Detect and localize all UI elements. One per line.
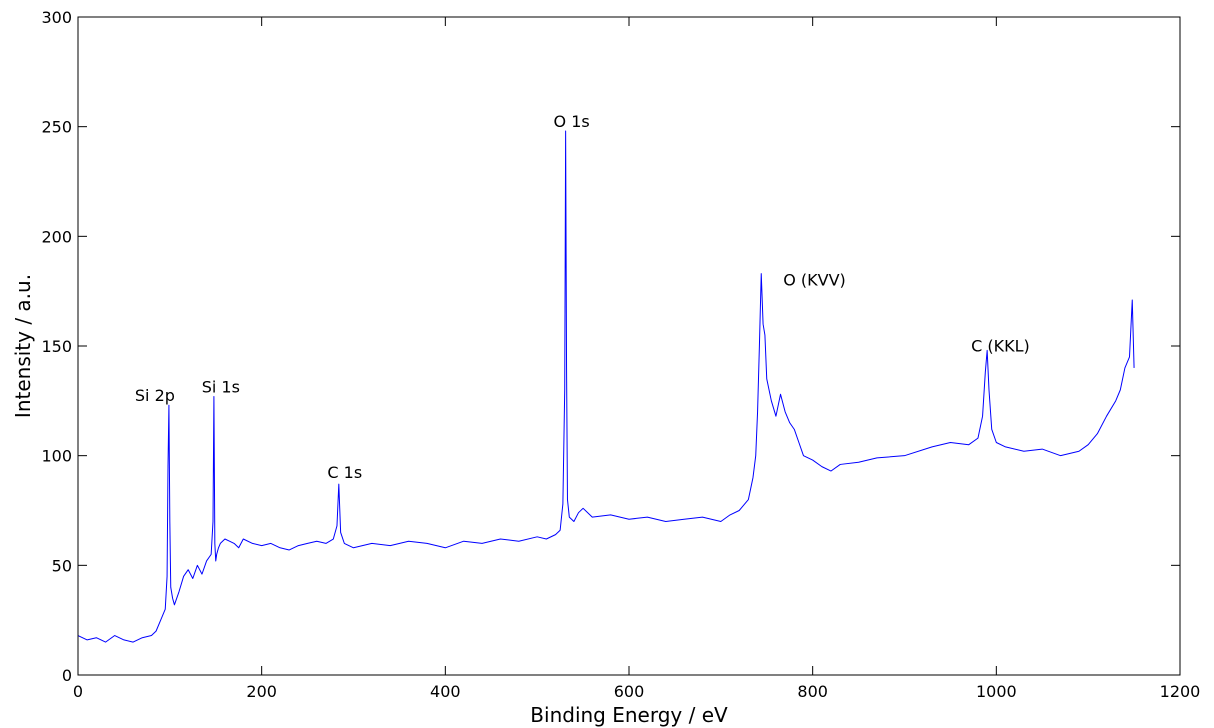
y-tick-label: 150 — [41, 337, 72, 356]
x-tick-label: 1200 — [1160, 682, 1201, 701]
ticks — [77, 16, 1181, 676]
y-tick-label: 50 — [52, 556, 72, 575]
x-tick-label: 600 — [614, 682, 645, 701]
peak-label: O 1s — [554, 112, 590, 131]
plot-area — [78, 130, 1135, 643]
y-axis-title: Intensity / a.u. — [11, 274, 35, 418]
x-axis-title: Binding Energy / eV — [530, 703, 728, 727]
x-tick-label: 800 — [797, 682, 828, 701]
peak-annotations: Si 2p Si 1s C 1s O 1s O (KVV) C (KKL) — [135, 112, 1030, 482]
y-tick-label: 200 — [41, 227, 72, 246]
x-tick-label: 400 — [430, 682, 461, 701]
y-tick-label: 0 — [62, 666, 72, 685]
x-tick-label: 0 — [73, 682, 83, 701]
y-tick-label: 300 — [41, 8, 72, 27]
peak-label: C 1s — [327, 463, 362, 482]
peak-label: O (KVV) — [783, 271, 846, 290]
spectrum-series-line-0 — [78, 130, 1135, 643]
peak-label: Si 1s — [202, 377, 240, 396]
peak-label: Si 2p — [135, 386, 175, 405]
x-tick-label: 200 — [246, 682, 277, 701]
peak-label: C (KKL) — [971, 336, 1030, 355]
tick-labels: 0 200 400 600 800 1000 1200 0 50 100 150 200 250 300 — [41, 8, 1200, 701]
y-tick-label: 100 — [41, 447, 72, 466]
y-tick-label: 250 — [41, 118, 72, 137]
x-tick-label: 1000 — [976, 682, 1017, 701]
